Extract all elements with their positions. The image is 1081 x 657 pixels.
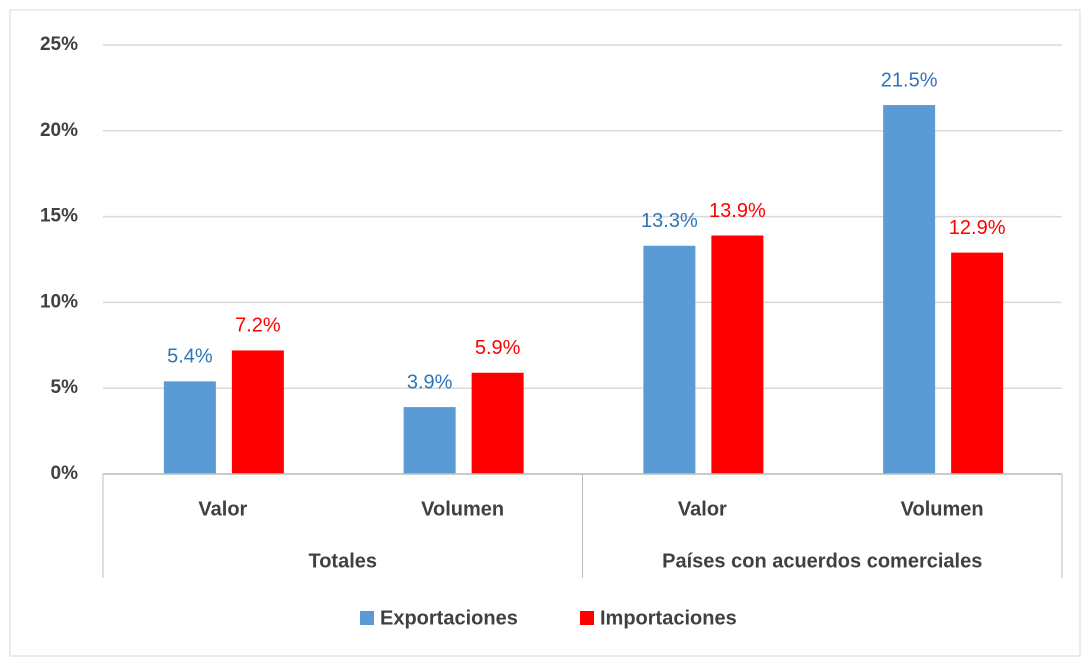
y-tick-label: 5% bbox=[51, 377, 79, 398]
data-label: 5.9% bbox=[475, 337, 521, 359]
x-tick-label: Volumen bbox=[421, 498, 504, 520]
group-label: Totales bbox=[308, 550, 377, 572]
x-tick-label: Volumen bbox=[901, 498, 984, 520]
y-tick-label: 25% bbox=[40, 34, 78, 55]
y-tick-label: 10% bbox=[40, 291, 78, 312]
legend-swatch bbox=[360, 611, 374, 625]
x-tick-label: Valor bbox=[678, 498, 727, 520]
group-label: Países con acuerdos comerciales bbox=[662, 550, 982, 572]
bar bbox=[163, 381, 216, 474]
data-label: 13.3% bbox=[641, 210, 698, 232]
data-label: 3.9% bbox=[407, 371, 453, 393]
data-label: 13.9% bbox=[709, 200, 766, 222]
x-tick-label: Valor bbox=[198, 498, 247, 520]
bar bbox=[711, 235, 764, 474]
y-tick-label: 15% bbox=[40, 206, 78, 227]
legend-label: Importaciones bbox=[600, 607, 737, 629]
bar bbox=[231, 350, 284, 474]
bar bbox=[951, 252, 1004, 474]
data-label: 12.9% bbox=[949, 217, 1006, 239]
data-label: 21.5% bbox=[881, 69, 938, 91]
legend-swatch bbox=[580, 611, 594, 625]
legend-label: Exportaciones bbox=[380, 607, 518, 629]
y-tick-label: 20% bbox=[40, 120, 78, 141]
bar bbox=[643, 245, 696, 474]
bar bbox=[403, 407, 456, 474]
bar bbox=[883, 105, 936, 474]
data-label: 5.4% bbox=[167, 346, 213, 368]
y-tick-label: 0% bbox=[51, 463, 79, 484]
data-label: 7.2% bbox=[235, 315, 281, 337]
bar bbox=[471, 372, 524, 474]
